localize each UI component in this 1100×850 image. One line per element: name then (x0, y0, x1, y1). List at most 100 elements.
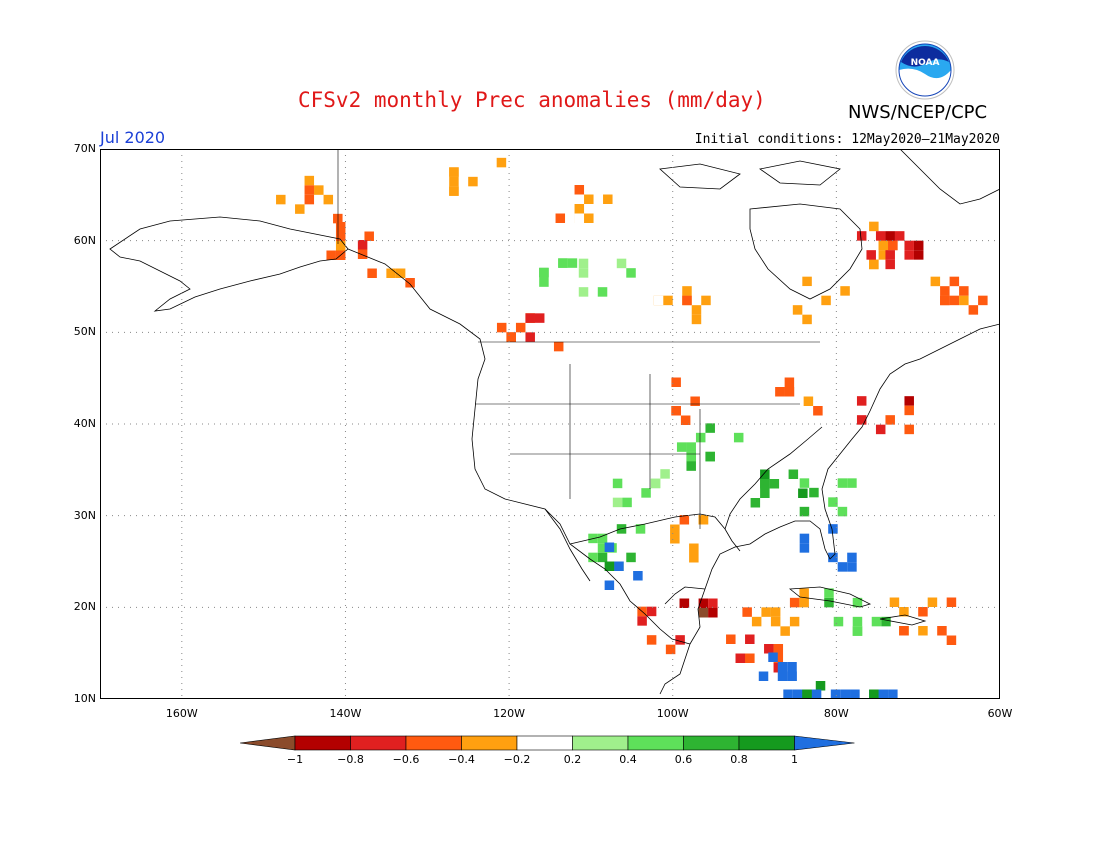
colorbar-label: −1 (286, 753, 304, 766)
anomaly-cell (770, 616, 781, 627)
anomaly-cell (830, 689, 841, 699)
anomaly-cell (813, 406, 823, 416)
anomaly-cell (899, 607, 909, 617)
anomaly-cell (788, 469, 799, 479)
anomaly-cell (686, 442, 696, 452)
valid-month: Jul 2020 (100, 128, 166, 147)
colorbar-swatch (294, 735, 351, 751)
anomaly-cell (496, 322, 507, 333)
anomaly-cell (770, 607, 781, 617)
anomaly-cell (930, 276, 941, 287)
anomaly-cell (588, 552, 598, 563)
anomaly-cell (937, 626, 947, 636)
anomaly-cell (650, 478, 661, 489)
anomaly-cell (828, 497, 838, 507)
anomaly-cell (869, 221, 879, 232)
anomaly-cell (769, 479, 780, 489)
colorbar-swatch (738, 735, 795, 751)
lon-label: 120W (493, 707, 526, 720)
anomaly-cell (918, 607, 928, 617)
anomaly-cell (708, 608, 718, 618)
anomaly-cell (798, 488, 808, 498)
anomaly-cell (679, 515, 690, 525)
anomaly-cell (635, 524, 646, 534)
anomaly-cell (792, 305, 803, 315)
anomaly-cell (799, 478, 810, 488)
anomaly-cell (894, 231, 905, 241)
anomaly-cell (913, 240, 924, 251)
anomaly-cell (364, 231, 374, 241)
anomaly-cell (751, 616, 762, 627)
anomaly-cell (539, 267, 549, 278)
anomaly-cell (777, 662, 788, 672)
anomaly-cell (789, 616, 800, 627)
anomaly-cell (584, 213, 594, 223)
anomaly-cell (760, 469, 770, 479)
anomaly-cell (885, 415, 895, 425)
anomaly-cell (856, 415, 867, 425)
anomaly-cell (959, 286, 969, 296)
anomaly-cell (840, 286, 850, 296)
colorbar-label: 0.2 (563, 753, 582, 766)
lat-label: 60N (73, 233, 96, 247)
anomaly-cell (626, 552, 636, 563)
anomaly-cell (904, 424, 914, 435)
anomaly-cell (828, 524, 838, 534)
anomaly-cell (525, 313, 535, 323)
lon-label: 60W (987, 707, 1013, 720)
anomaly-cell (304, 175, 315, 186)
anomaly-cell (458, 149, 469, 159)
political-borders (337, 149, 820, 529)
anomaly-cell (821, 314, 831, 325)
anomaly-cell (449, 186, 459, 196)
anomaly-cell (671, 377, 681, 387)
anomaly-cell (612, 497, 623, 508)
anomaly-cell (670, 534, 680, 544)
anomaly-cell (695, 432, 706, 443)
anomaly-cell (946, 635, 957, 645)
anomaly-cell (680, 415, 691, 425)
anomaly-cell (708, 598, 718, 608)
anomaly-cell (565, 213, 575, 223)
initial-conditions: Initial conditions: 12May2020–21May2020 (694, 132, 1000, 147)
colorbar-label: −0.8 (337, 753, 364, 766)
anomaly-cell (852, 616, 863, 627)
anomaly-cell (927, 597, 938, 607)
chart-title: CFSv2 monthly Prec anomalies (mm/day) (298, 88, 766, 112)
anomaly-cell (869, 689, 879, 699)
anomaly-cell (869, 259, 879, 270)
anomaly-cell (787, 671, 797, 681)
anomaly-cell (405, 278, 415, 288)
anomaly-cell (784, 377, 795, 387)
anomaly-cell (689, 553, 699, 563)
anomaly-cell (904, 250, 914, 260)
anomaly-cell (691, 305, 702, 315)
anomaly-cell (811, 689, 822, 699)
anomaly-cell (773, 653, 784, 663)
anomaly-cell (946, 597, 957, 607)
lat-label: 10N (73, 692, 96, 705)
anomaly-cell (534, 313, 545, 323)
anomaly-cell (784, 387, 795, 397)
anomaly-cell (295, 204, 305, 214)
anomaly-cell (783, 689, 793, 699)
colorbar-swatch (516, 735, 573, 751)
anomaly-cell (875, 231, 886, 241)
colorbar-label: 1 (791, 753, 798, 766)
anomaly-map (100, 149, 1000, 699)
anomaly-cell (633, 571, 643, 581)
anomaly-cell (604, 580, 615, 590)
anomaly-cell (802, 314, 812, 325)
colorbar-swatch (350, 735, 407, 751)
anomaly-cell (626, 268, 636, 278)
anomaly-cell (558, 258, 568, 268)
anomaly-cell (918, 626, 928, 636)
anomaly-cell (840, 689, 851, 699)
anomaly-cell (837, 506, 848, 517)
anomaly-cell (367, 268, 377, 278)
noaa-logo: NOAA (895, 40, 955, 100)
colorbar-label: 0.6 (674, 753, 693, 766)
anomaly-cell (802, 689, 812, 699)
anomaly-cell (878, 689, 889, 699)
anomaly-cell (940, 286, 950, 296)
